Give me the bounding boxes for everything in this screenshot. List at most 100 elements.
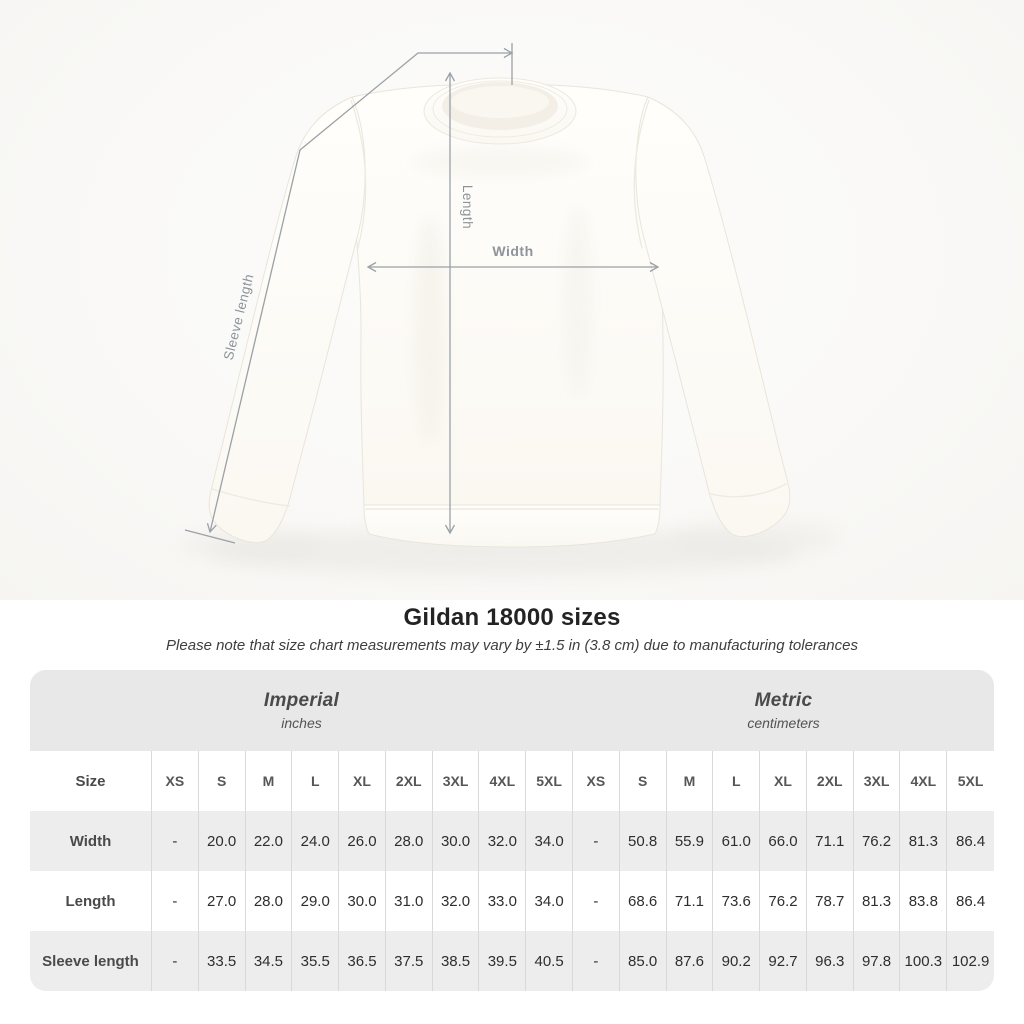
sleeve-metric-value: 92.7 [760,931,807,991]
length-metric-value: 86.4 [956,892,986,910]
size-column-header: 3XL [433,751,480,811]
sleeve-metric-value: 85.0 [620,931,667,991]
length-imperial-value: 31.0 [386,871,433,931]
sleeve-imperial-value: 33.5 [199,931,246,991]
garment-shadow [180,521,840,576]
sweatshirt-collar [423,77,577,145]
length-label: Length [460,185,475,229]
sleeve-imperial-value: 37.5 [386,931,433,991]
size-column-header: 2XL [386,751,433,811]
length-imperial-value: - [152,871,199,931]
length-metric-value: - [573,871,620,931]
length-imperial-value: 29.0 [292,871,340,931]
width-imperial-value: 28.0 [386,811,433,871]
product-photo-section: Sleeve length Length Width [0,0,1024,600]
sleeve-metric-value: 87.6 [667,931,714,991]
table-row-sleeve-length: Sleeve length - 33.5 34.5 35.5 36.5 37.5… [30,931,994,991]
width-imperial-value: 24.0 [292,811,340,871]
size-column-header: XL [339,751,386,811]
imperial-unit: inches [281,715,322,731]
size-column-header: M [246,751,293,811]
sleeve-length-bottom-tick [184,529,236,544]
table-header-row: Size XS S M L XL 2XL 3XL 4XL 5XL XS S M … [30,751,994,811]
length-metric-value: 78.7 [807,871,854,931]
sleeve-metric-value: 97.8 [854,931,901,991]
size-column-header: XS [573,751,620,811]
sleeve-metric-value: 100.3 [900,931,948,991]
size-column-header: M [667,751,714,811]
size-column-header: 4XL [479,751,527,811]
metric-section-header: Metric centimeters [573,670,994,751]
table-row-width: Width - 20.0 22.0 24.0 26.0 28.0 30.0 32… [30,811,994,871]
width-imperial-value: 30.0 [433,811,480,871]
measurement-annotations [184,43,660,544]
width-metric-value: 61.0 [713,811,761,871]
size-column-header: S [199,751,246,811]
imperial-title: Imperial [263,690,340,711]
length-metric-value: 83.8 [900,871,948,931]
length-imperial-value: 33.0 [479,871,527,931]
page-title: Gildan 18000 sizes [403,604,621,631]
length-metric-value: 81.3 [854,871,901,931]
metric-title: Metric [754,690,813,711]
unit-band: Imperial inches Metric centimeters [30,670,994,751]
length-metric-value: 76.2 [760,871,807,931]
sleeve-metric-value: 90.2 [713,931,761,991]
width-label: Width [492,243,533,259]
width-metric-value: 50.8 [620,811,667,871]
sleeve-metric-value: 96.3 [807,931,854,991]
row-label-width: Width [30,811,152,871]
width-metric-value: - [573,811,620,871]
size-column-header: 2XL [807,751,854,811]
length-imperial-value: 27.0 [199,871,246,931]
sleeve-imperial-value: 39.5 [479,931,527,991]
sleeve-imperial-value: 40.5 [526,931,573,991]
size-column-header: XS [152,751,199,811]
imperial-section-header: Imperial inches [30,670,573,751]
size-column-header: XL [760,751,807,811]
width-metric-value: 66.0 [760,811,807,871]
sleeve-imperial-value: - [152,931,199,991]
sleeve-imperial-value: 36.5 [339,931,386,991]
row-label-length: Length [30,871,152,931]
sweatshirt-illustration [208,77,791,548]
size-table: Imperial inches Metric centimeters Size … [30,670,994,991]
metric-unit: centimeters [747,715,820,731]
width-imperial-value: 22.0 [246,811,293,871]
width-imperial-value: 20.0 [199,811,246,871]
width-imperial-value: - [152,811,199,871]
sleeve-metric-value: 102.9 [951,952,990,970]
length-metric-value: 71.1 [667,871,714,931]
sleeve-metric-value: - [573,931,620,991]
row-label-sleeve-length: Sleeve length [30,931,152,991]
width-imperial-value: 32.0 [479,811,527,871]
sleeve-imperial-value: 38.5 [433,931,480,991]
size-column-header: 4XL [900,751,948,811]
sweatshirt-measurement-diagram: Sleeve length Length Width [180,43,840,576]
width-metric-value: 71.1 [807,811,854,871]
size-corner-header: Size [30,751,152,811]
size-column-header: 5XL [957,773,984,789]
width-imperial-value: 34.0 [526,811,573,871]
width-metric-value: 86.4 [956,832,986,850]
table-row-length: Length - 27.0 28.0 29.0 30.0 31.0 32.0 3… [30,871,994,931]
length-imperial-value: 30.0 [339,871,386,931]
size-column-header: L [713,751,761,811]
sleeve-imperial-value: 35.5 [292,931,340,991]
length-imperial-value: 32.0 [433,871,480,931]
length-imperial-value: 34.0 [526,871,573,931]
sleeve-length-arrow [206,47,514,534]
width-metric-value: 81.3 [900,811,948,871]
length-metric-value: 73.6 [713,871,761,931]
size-column-header: L [292,751,340,811]
size-column-header: 5XL [526,751,573,811]
length-metric-value: 68.6 [620,871,667,931]
length-imperial-value: 28.0 [246,871,293,931]
size-column-header: S [620,751,667,811]
sleeve-imperial-value: 34.5 [246,931,293,991]
sweatshirt-hem-band [363,504,661,548]
sweatshirt-right-sleeve [635,96,791,537]
size-column-header: 3XL [854,751,901,811]
tolerance-note: Please note that size chart measurements… [166,637,858,654]
width-imperial-value: 26.0 [339,811,386,871]
